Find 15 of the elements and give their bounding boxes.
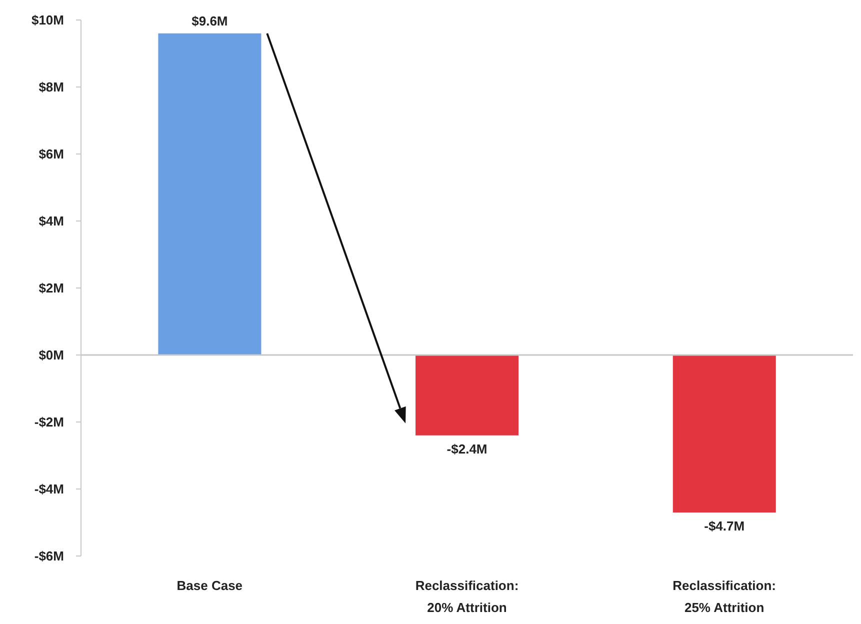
y-tick-label: $4M [38, 214, 64, 229]
y-tick-label: $8M [38, 80, 64, 95]
x-tick-label: Reclassification: 20% Attrition [415, 578, 519, 615]
y-tick-label: $2M [38, 280, 64, 296]
y-tick-label: $0M [38, 348, 64, 363]
x-tick-label: Base Case [176, 578, 243, 593]
x-tick-label: Reclassification: 25% Attrition [672, 578, 776, 615]
data-label: -$2.4M [446, 441, 488, 456]
data-label: -$4.7M [704, 518, 745, 534]
y-tick-label: -$4M [34, 482, 64, 497]
y-tick-label: -$6M [34, 548, 64, 564]
data-label: $9.6M [192, 13, 228, 28]
y-tick-label: $10M [31, 12, 64, 28]
y-tick-label: -$2M [34, 414, 64, 430]
y-tick-label: $6M [38, 146, 64, 162]
